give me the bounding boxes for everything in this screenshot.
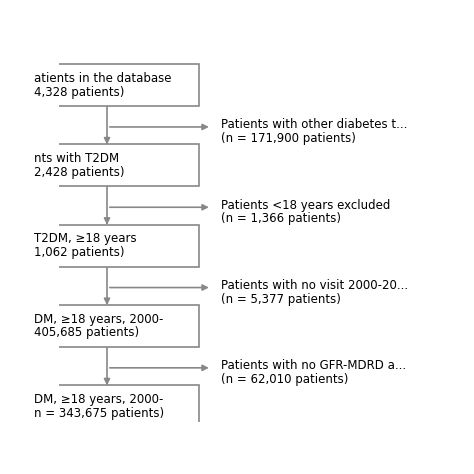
Text: 4,328 patients): 4,328 patients) xyxy=(34,86,124,99)
FancyBboxPatch shape xyxy=(30,225,199,267)
FancyBboxPatch shape xyxy=(30,64,199,106)
Text: (n = 1,366 patients): (n = 1,366 patients) xyxy=(221,212,341,226)
FancyBboxPatch shape xyxy=(30,305,199,347)
Text: Patients with other diabetes t...: Patients with other diabetes t... xyxy=(221,118,407,131)
Text: (n = 171,900 patients): (n = 171,900 patients) xyxy=(221,132,356,145)
Text: T2DM, ≥18 years: T2DM, ≥18 years xyxy=(34,232,136,246)
FancyBboxPatch shape xyxy=(30,385,199,428)
Text: atients in the database: atients in the database xyxy=(34,72,171,85)
Text: Patients with no visit 2000-20...: Patients with no visit 2000-20... xyxy=(221,279,408,292)
Text: 1,062 patients): 1,062 patients) xyxy=(34,246,124,259)
Text: DM, ≥18 years, 2000-: DM, ≥18 years, 2000- xyxy=(34,393,163,406)
Text: n = 343,675 patients): n = 343,675 patients) xyxy=(34,407,164,420)
Text: (n = 5,377 patients): (n = 5,377 patients) xyxy=(221,293,341,306)
Text: nts with T2DM: nts with T2DM xyxy=(34,152,118,165)
FancyBboxPatch shape xyxy=(30,145,199,186)
Text: 2,428 patients): 2,428 patients) xyxy=(34,166,124,179)
Text: (n = 62,010 patients): (n = 62,010 patients) xyxy=(221,373,348,386)
Text: Patients <18 years excluded: Patients <18 years excluded xyxy=(221,199,390,211)
Text: Patients with no GFR-MDRD a...: Patients with no GFR-MDRD a... xyxy=(221,359,406,372)
Text: 405,685 patients): 405,685 patients) xyxy=(34,327,139,339)
Text: DM, ≥18 years, 2000-: DM, ≥18 years, 2000- xyxy=(34,313,163,326)
